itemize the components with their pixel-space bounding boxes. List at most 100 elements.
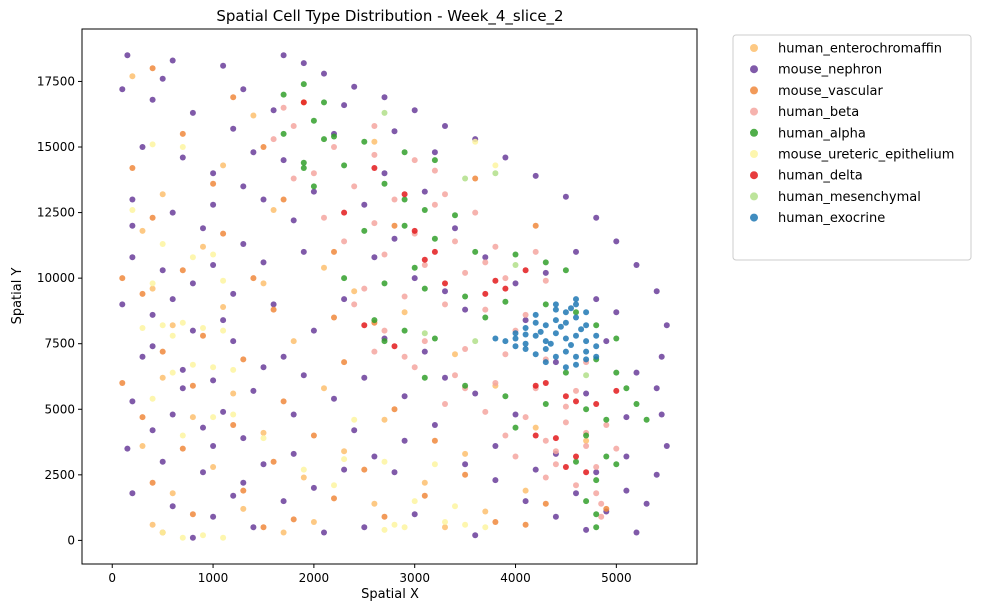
point-human_alpha-2 [321,99,327,106]
point-mouse_nephron-108 [220,408,227,415]
point-human_beta-14 [492,243,499,250]
point-mouse_nephron-149 [633,369,640,376]
point-mouse_vascular-34 [421,492,428,499]
point-mouse_nephron-129 [492,443,499,449]
point-mouse_vascular-3 [260,144,267,150]
point-human_beta-33 [371,348,378,355]
point-human_enterochromaffin-17 [452,351,458,358]
point-mouse_nephron-114 [250,149,257,156]
point-mouse_ureteric_epithelium-41 [492,162,499,169]
point-mouse_nephron-57 [240,479,247,486]
point-mouse_nephron-93 [613,309,620,316]
point-mouse_nephron-44 [189,327,196,334]
point-human_alpha-9 [300,159,307,166]
point-mouse_nephron-96 [472,390,479,397]
point-human_beta-62 [371,123,378,129]
point-human_exocrine-23 [583,348,590,355]
point-mouse_nephron-86 [391,235,398,242]
point-mouse_vascular-26 [431,437,438,444]
point-human_beta-36 [492,380,499,386]
x-tick-label-2: 2000 [299,571,330,585]
point-human_alpha-39 [462,382,469,389]
point-mouse_vascular-11 [250,275,257,282]
point-mouse_nephron-136 [210,443,217,449]
point-human_alpha-33 [431,335,438,342]
point-human_beta-3 [411,157,418,164]
point-human_alpha-23 [381,280,388,287]
point-mouse_ureteric_epithelium-40 [482,524,489,531]
point-human_enterochromaffin-24 [532,424,539,431]
y-tick-label-0: 0 [67,533,75,547]
point-mouse_nephron-34 [129,196,136,203]
point-mouse_ureteric_epithelium-18 [149,395,156,402]
point-human_delta-11 [391,343,398,350]
legend-marker-mouse_ureteric_epithelium [750,150,758,158]
y-tick-label-4: 10000 [37,271,75,285]
point-mouse_nephron-58 [129,490,136,497]
point-mouse_nephron-109 [260,364,267,371]
point-mouse_nephron-127 [401,393,408,400]
point-mouse_nephron-56 [200,469,206,476]
point-human_beta-38 [573,387,579,394]
point-mouse_nephron-52 [200,424,206,431]
point-mouse_nephron-92 [593,296,600,303]
point-mouse_nephron-100 [623,487,630,494]
point-mouse_nephron-37 [240,241,247,247]
point-human_enterochromaffin-28 [462,450,469,457]
legend-label-mouse_nephron: mouse_nephron [778,63,882,78]
legend-marker-mouse_vascular [750,86,758,95]
point-human_beta-58 [401,353,408,360]
point-human_beta-5 [270,136,277,143]
point-human_mesenchymal-2 [492,170,499,177]
point-mouse_nephron-97 [512,411,519,418]
point-human_beta-51 [542,474,549,481]
point-human_exocrine-1 [512,335,519,342]
point-mouse_nephron-8 [411,107,418,114]
point-human_exocrine-26 [532,311,539,318]
point-mouse_nephron-135 [290,450,297,457]
point-human_beta-1 [331,144,337,150]
point-mouse_nephron-105 [230,492,237,499]
point-mouse_nephron-139 [169,296,176,303]
legend-marker-mouse_nephron [750,65,758,74]
point-human_beta-44 [502,432,509,439]
point-mouse_vascular-22 [391,406,398,413]
point-human_alpha-29 [593,322,600,329]
point-human_beta-11 [371,220,378,227]
point-human_alpha-46 [613,461,620,468]
point-mouse_vascular-2 [179,130,186,137]
point-mouse_nephron-91 [573,248,579,255]
point-human_alpha-37 [633,401,640,407]
point-mouse_nephron-54 [124,445,131,452]
point-mouse_vascular-10 [179,267,186,274]
point-mouse_vascular-40 [603,505,610,512]
x-axis-label: Spatial X [361,587,419,602]
point-mouse_vascular-14 [331,314,337,321]
point-mouse_ureteric_epithelium-7 [220,277,227,284]
point-mouse_nephron-150 [623,453,630,460]
point-human_alpha-5 [331,133,337,140]
point-human_enterochromaffin-30 [210,464,217,470]
point-human_beta-46 [583,443,590,449]
point-human_alpha-18 [472,248,479,255]
point-mouse_nephron-72 [583,526,590,533]
point-human_exocrine-22 [573,353,579,360]
point-mouse_nephron-75 [361,374,368,381]
point-mouse_nephron-53 [240,435,247,442]
point-mouse_nephron-9 [442,123,448,129]
point-mouse_ureteric_epithelium-15 [210,364,217,371]
point-human_delta-5 [421,256,428,263]
point-mouse_nephron-130 [532,466,539,473]
point-human_enterochromaffin-22 [189,414,196,421]
point-human_exocrine-14 [562,319,569,326]
point-human_exocrine-41 [573,361,579,368]
point-human_exocrine-21 [562,348,569,355]
point-human_delta-3 [411,227,418,234]
point-human_enterochromaffin-40 [442,524,448,531]
point-human_alpha-60 [381,338,388,345]
point-mouse_vascular-43 [522,521,529,528]
point-human_beta-7 [351,183,358,190]
plot-frame [81,28,698,565]
point-human_beta-15 [532,248,539,255]
point-mouse_nephron-104 [189,534,196,541]
